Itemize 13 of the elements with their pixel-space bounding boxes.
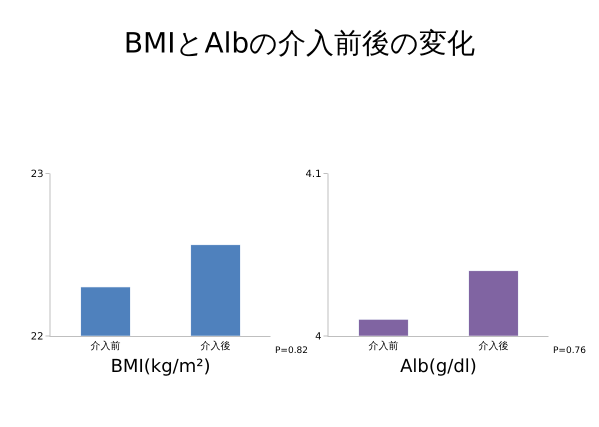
y-tick-label: 22 [30, 331, 44, 342]
text: P=0.76 [553, 346, 586, 356]
text: P=0.82 [275, 346, 308, 356]
x-tick-label: 介入後 [200, 340, 231, 352]
x-axis-title: BMI(kg/m²) [110, 356, 210, 377]
x-axis-title: Alb(g/dl) [400, 356, 477, 377]
chart-title: BMIとAlbの介入前後の変化 [124, 26, 476, 60]
x-tick-label: 介入後 [478, 340, 508, 352]
y-tick-label: 4 [315, 331, 322, 342]
y-tick-label: 23 [30, 168, 44, 180]
x-tick-label: 介入前 [368, 340, 398, 352]
y-tick-label: 4.1 [306, 168, 322, 180]
x-tick-label: 介入前 [90, 340, 121, 352]
